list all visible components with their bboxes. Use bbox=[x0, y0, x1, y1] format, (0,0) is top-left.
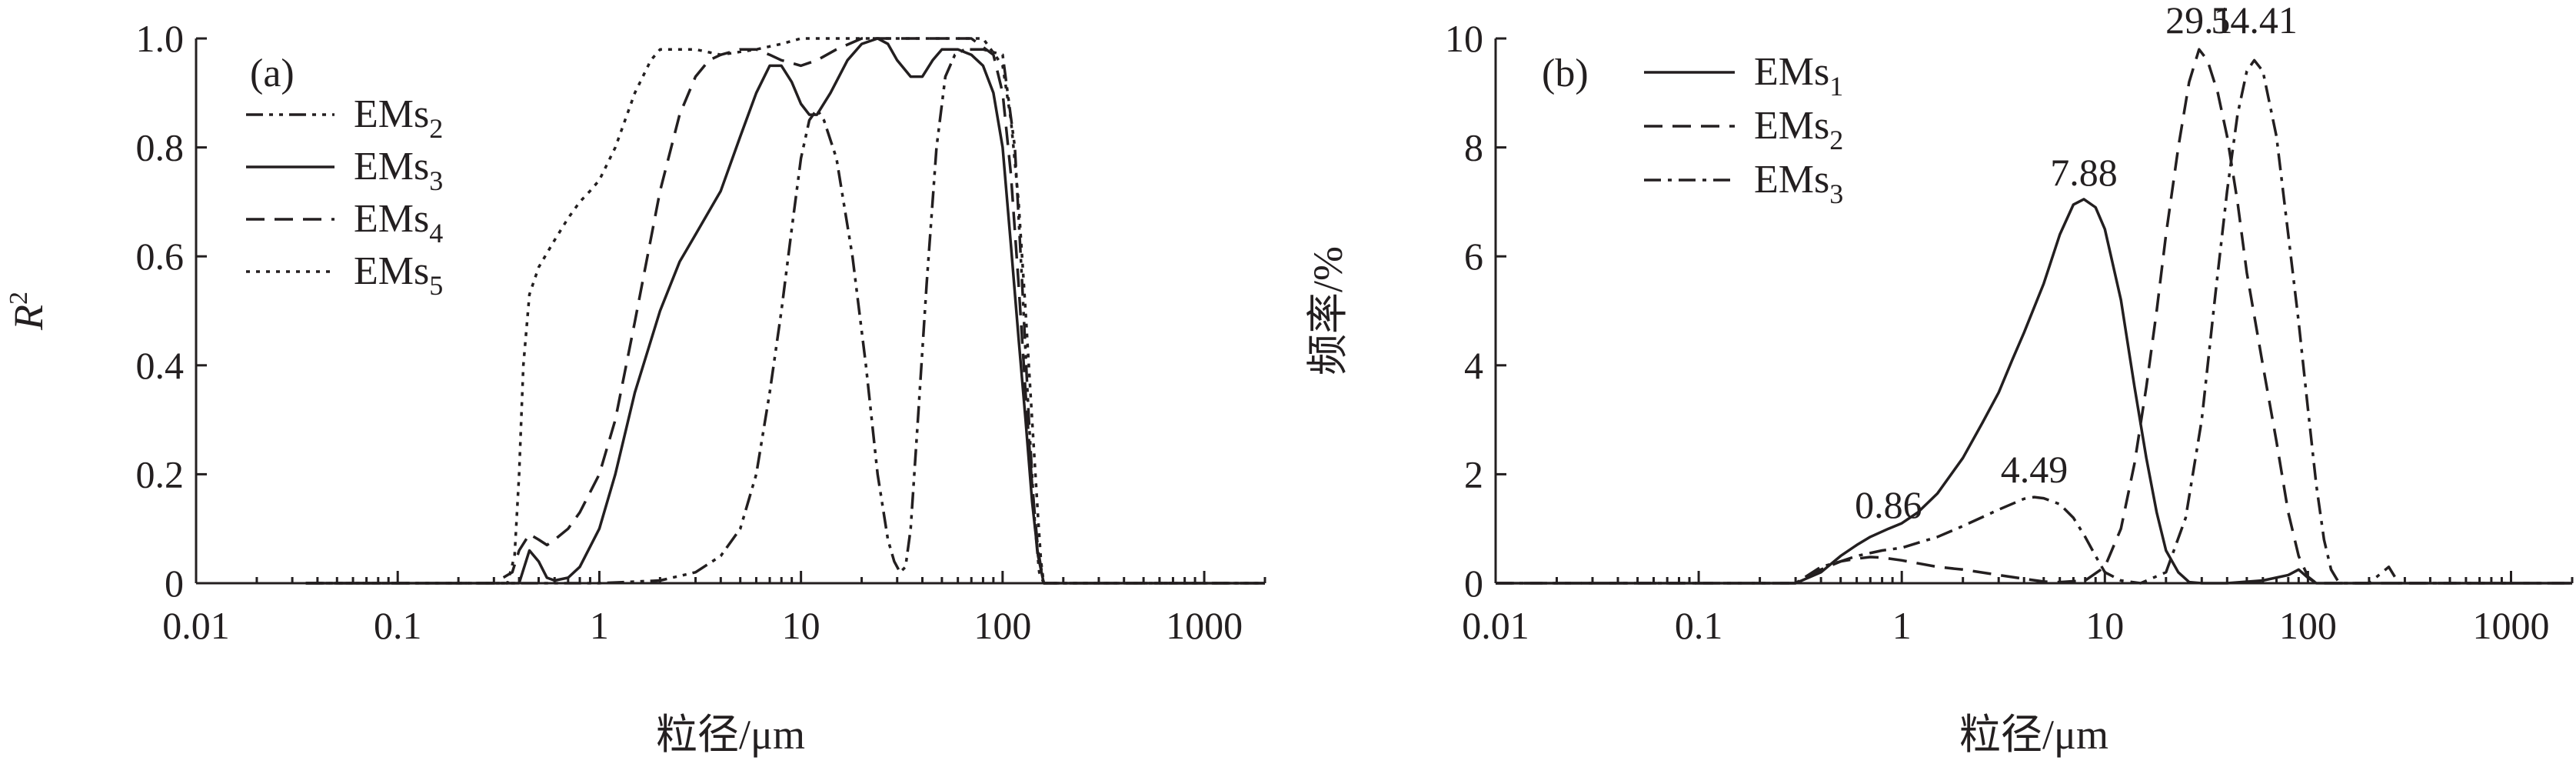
peak-annotation: 4.49 bbox=[2001, 448, 2068, 491]
panel-label: (a) bbox=[250, 52, 295, 95]
legend-entry: EMs4 bbox=[354, 197, 443, 249]
x-tick-label: 0.1 bbox=[374, 604, 422, 647]
x-tick-label: 100 bbox=[973, 604, 1031, 647]
panel-b-chart: 0 2 4 6 8 10 0.01 0.1 1 10 100 1000 粒径/μm 频率/% (b) EMs1… bbox=[1305, 0, 2574, 758]
series-line-ems2 bbox=[305, 48, 1265, 585]
x-tick-label: 10 bbox=[782, 604, 820, 647]
legend-entry: EMs3 bbox=[354, 145, 443, 196]
x-tick-label: 0.01 bbox=[1462, 604, 1529, 647]
panel-label: (b) bbox=[1542, 52, 1589, 95]
series-line-ems1 bbox=[1496, 198, 2572, 585]
series-line-ems3 bbox=[1496, 58, 2572, 585]
x-tick-label: 1 bbox=[590, 604, 609, 647]
series-line-ems5 bbox=[305, 37, 1265, 585]
legend-entry: EMs5 bbox=[354, 249, 443, 301]
x-tick-label: 10 bbox=[2085, 604, 2124, 647]
series-line-ems2 bbox=[1496, 48, 2572, 585]
peak-annotation: 54.41 bbox=[2211, 0, 2298, 42]
y-tick-label: 0.8 bbox=[136, 126, 185, 169]
y-axis-title: 频率/% bbox=[1305, 246, 1351, 375]
y-tick-label: 1.0 bbox=[136, 17, 185, 60]
y-tick-label: 0 bbox=[1464, 562, 1483, 605]
x-axis-title: 粒径/μm bbox=[1959, 712, 2108, 758]
y-tick-label: 4 bbox=[1464, 344, 1483, 387]
x-tick-label: 1 bbox=[1892, 604, 1912, 647]
legend-entry: EMs3 bbox=[1754, 158, 1843, 209]
y-tick-label: 10 bbox=[1445, 17, 1483, 60]
x-tick-label: 0.1 bbox=[1675, 604, 1723, 647]
series-line-ems3 bbox=[305, 37, 1265, 585]
legend-entry: EMs2 bbox=[354, 92, 443, 144]
x-tick-label: 0.01 bbox=[162, 604, 230, 647]
peak-annotation: 7.88 bbox=[2050, 151, 2118, 194]
series-line-ems4 bbox=[305, 37, 1265, 585]
panel-a-chart: 0 0.2 0.4 0.6 0.8 1.0 0.01 0.1 1 10 100 1000 粒径/μm R2… bbox=[5, 17, 1266, 758]
y-tick-label: 8 bbox=[1464, 126, 1483, 169]
y-tick-label: 2 bbox=[1464, 452, 1483, 495]
y-tick-label: 0.6 bbox=[136, 235, 185, 278]
peak-annotation: 29.1 bbox=[2165, 0, 2233, 42]
x-tick-label: 1000 bbox=[2472, 604, 2549, 647]
legend-entry: EMs1 bbox=[1754, 50, 1843, 102]
y-tick-label: 6 bbox=[1464, 235, 1483, 278]
x-tick-label: 100 bbox=[2279, 604, 2337, 647]
y-tick-label: 0 bbox=[165, 562, 184, 605]
x-tick-label: 1000 bbox=[1166, 604, 1243, 647]
x-axis-title: 粒径/μm bbox=[656, 712, 805, 758]
legend-entry: EMs2 bbox=[1754, 104, 1843, 155]
y-tick-label: 0.4 bbox=[136, 344, 185, 387]
y-axis-title: R2 bbox=[5, 292, 52, 331]
peak-annotation: 0.86 bbox=[1855, 483, 1922, 526]
y-tick-label: 0.2 bbox=[136, 452, 185, 495]
